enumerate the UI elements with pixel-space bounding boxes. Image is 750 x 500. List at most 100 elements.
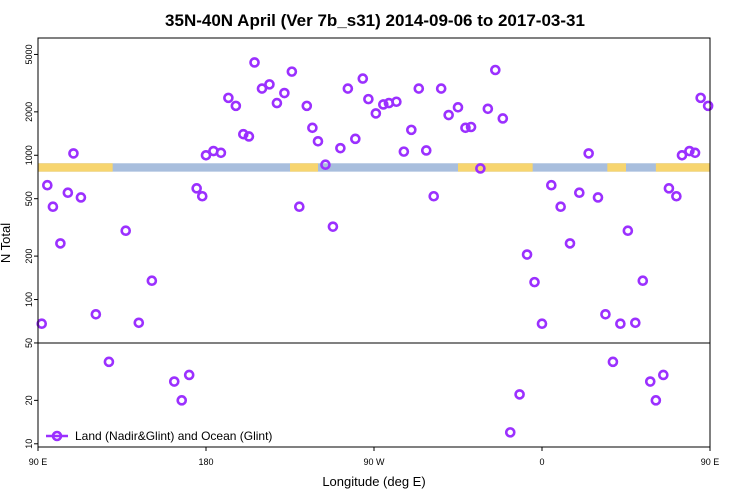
data-point xyxy=(650,395,662,406)
data-point xyxy=(443,109,454,121)
y-tick-label: 50 xyxy=(24,338,34,348)
data-point xyxy=(176,395,188,406)
x-axis-label: Longitude (deg E) xyxy=(322,474,425,489)
land-ocean-strip xyxy=(38,163,710,172)
data-point xyxy=(75,192,87,203)
data-point xyxy=(671,190,682,202)
data-point xyxy=(36,318,48,329)
x-tick-label: 90 W xyxy=(363,457,385,467)
y-tick-label: 200 xyxy=(24,249,34,264)
y-tick-label: 20 xyxy=(24,395,34,405)
data-point xyxy=(644,376,656,387)
x-tick-label: 180 xyxy=(198,457,213,467)
data-point xyxy=(663,183,675,194)
data-point xyxy=(398,146,410,157)
y-tick-label: 2000 xyxy=(24,102,34,122)
ocean-band xyxy=(38,163,710,172)
data-point xyxy=(689,147,701,159)
data-point xyxy=(452,102,464,113)
data-point xyxy=(546,179,557,191)
data-point xyxy=(230,100,242,112)
data-point xyxy=(271,97,283,109)
data-point xyxy=(90,308,102,320)
data-point xyxy=(312,135,324,147)
data-point xyxy=(342,83,354,94)
data-point xyxy=(658,369,669,381)
data-point xyxy=(630,317,641,329)
data-point xyxy=(55,238,66,249)
data-point xyxy=(370,108,382,119)
data-point xyxy=(583,148,594,159)
data-point xyxy=(615,318,626,329)
data-point xyxy=(460,122,471,134)
legend-marker xyxy=(51,430,63,442)
data-point xyxy=(264,79,275,90)
data-point xyxy=(256,83,268,94)
data-point xyxy=(191,183,202,194)
data-point xyxy=(482,103,494,115)
data-point xyxy=(490,64,501,76)
data-point xyxy=(168,376,180,387)
data-point xyxy=(529,276,540,288)
data-point xyxy=(435,83,447,94)
y-axis: 10 20 50 100 200 500 1000 2000 5000 xyxy=(24,44,38,449)
land-segment xyxy=(38,163,113,172)
data-point xyxy=(521,249,533,260)
data-point xyxy=(702,100,714,112)
data-point xyxy=(695,92,706,104)
x-axis: 90 E 180 90 W 0 90 E xyxy=(29,447,720,467)
data-point xyxy=(47,201,59,213)
data-point xyxy=(637,275,649,287)
data-point xyxy=(622,225,634,236)
data-point xyxy=(536,318,548,329)
data-point xyxy=(465,121,477,133)
data-point xyxy=(183,369,195,381)
data-point xyxy=(243,131,255,142)
y-tick-label: 5000 xyxy=(24,44,34,64)
data-point xyxy=(223,92,234,104)
data-point xyxy=(307,122,318,134)
legend-label: Land (Nadir&Glint) and Ocean (Glint) xyxy=(75,429,272,443)
data-point xyxy=(294,201,305,213)
data-point xyxy=(497,113,509,124)
data-point xyxy=(406,124,417,136)
data-point xyxy=(215,147,227,159)
data-point xyxy=(350,133,361,145)
data-point xyxy=(327,221,339,232)
land-segment xyxy=(290,163,318,172)
data-point xyxy=(378,99,389,110)
x-tick-label: 90 E xyxy=(29,457,48,467)
data-point xyxy=(133,317,145,329)
data-point xyxy=(279,87,290,99)
land-segment xyxy=(607,163,626,172)
data-point xyxy=(238,128,249,140)
x-tick-label: 90 E xyxy=(701,457,720,467)
data-point xyxy=(413,83,425,94)
data-point xyxy=(475,163,486,174)
data-point xyxy=(574,187,585,199)
data-point xyxy=(504,427,516,438)
y-tick-label: 500 xyxy=(24,191,34,206)
data-point xyxy=(363,93,374,105)
data-point xyxy=(607,356,619,368)
data-point xyxy=(592,192,604,203)
data-point xyxy=(320,159,331,171)
data-point xyxy=(249,57,260,68)
data-point xyxy=(420,145,432,156)
data-point xyxy=(301,100,313,112)
data-point xyxy=(564,238,576,249)
data-point xyxy=(335,142,346,154)
y-tick-label: 10 xyxy=(24,439,34,449)
data-point xyxy=(357,73,369,84)
data-point xyxy=(196,190,208,202)
data-point xyxy=(200,149,212,161)
data-point xyxy=(555,201,566,213)
land-segment xyxy=(458,163,533,172)
data-point xyxy=(391,96,402,108)
data-point xyxy=(68,148,79,159)
data-point xyxy=(428,190,440,202)
y-axis-label: N Total xyxy=(0,223,13,263)
y-tick-label: 1000 xyxy=(24,145,34,165)
data-point xyxy=(42,179,53,191)
